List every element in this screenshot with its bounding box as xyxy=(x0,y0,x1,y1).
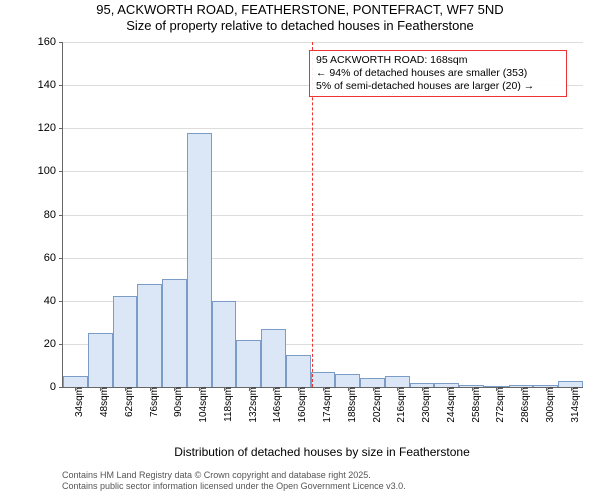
x-tick-label: 272sqm xyxy=(495,387,506,437)
x-tick-label: 202sqm xyxy=(372,387,383,437)
x-axis-title: Distribution of detached houses by size … xyxy=(62,445,582,459)
y-tick-mark xyxy=(59,344,63,345)
x-tick-label: 314sqm xyxy=(570,387,581,437)
x-tick-label: 188sqm xyxy=(347,387,358,437)
x-tick-label: 286sqm xyxy=(520,387,531,437)
histogram-bar xyxy=(286,355,311,387)
annotation-line-1: 95 ACKWORTH ROAD: 168sqm xyxy=(316,54,560,67)
chart-title-block: 95, ACKWORTH ROAD, FEATHERSTONE, PONTEFR… xyxy=(0,2,600,35)
footer-line-2: Contains public sector information licen… xyxy=(62,481,406,492)
y-tick-label: 80 xyxy=(32,209,56,221)
y-tick-mark xyxy=(59,128,63,129)
y-tick-label: 100 xyxy=(32,165,56,177)
gridline-h xyxy=(63,258,583,259)
y-tick-mark xyxy=(59,85,63,86)
gridline-h xyxy=(63,215,583,216)
x-tick-label: 104sqm xyxy=(198,387,209,437)
y-tick-label: 120 xyxy=(32,122,56,134)
x-tick-label: 160sqm xyxy=(297,387,308,437)
histogram-bar xyxy=(335,374,360,387)
x-tick-label: 300sqm xyxy=(545,387,556,437)
y-tick-label: 40 xyxy=(32,295,56,307)
histogram-bar xyxy=(88,333,113,387)
x-tick-label: 90sqm xyxy=(173,387,184,437)
y-tick-mark xyxy=(59,258,63,259)
y-tick-label: 20 xyxy=(32,338,56,350)
x-tick-label: 62sqm xyxy=(124,387,135,437)
x-tick-label: 174sqm xyxy=(322,387,333,437)
y-tick-label: 0 xyxy=(32,381,56,393)
chart-title-line1: 95, ACKWORTH ROAD, FEATHERSTONE, PONTEFR… xyxy=(0,2,600,18)
y-tick-label: 160 xyxy=(32,36,56,48)
histogram-bar xyxy=(385,376,410,387)
histogram-bar xyxy=(63,376,88,387)
x-tick-label: 146sqm xyxy=(272,387,283,437)
x-tick-label: 76sqm xyxy=(149,387,160,437)
histogram-bar xyxy=(137,284,162,388)
histogram-bar xyxy=(236,340,261,387)
x-tick-label: 132sqm xyxy=(248,387,259,437)
footer-line-1: Contains HM Land Registry data © Crown c… xyxy=(62,470,406,481)
histogram-bar xyxy=(212,301,237,387)
y-tick-label: 60 xyxy=(32,252,56,264)
histogram-bar xyxy=(162,279,187,387)
gridline-h xyxy=(63,42,583,43)
size-distribution-chart: 95, ACKWORTH ROAD, FEATHERSTONE, PONTEFR… xyxy=(0,0,600,500)
y-tick-mark xyxy=(59,301,63,302)
x-tick-label: 244sqm xyxy=(446,387,457,437)
x-tick-label: 258sqm xyxy=(471,387,482,437)
annotation-line-3: 5% of semi-detached houses are larger (2… xyxy=(316,80,560,93)
reference-annotation-box: 95 ACKWORTH ROAD: 168sqm ← 94% of detach… xyxy=(309,50,567,97)
x-tick-label: 118sqm xyxy=(223,387,234,437)
chart-title-line2: Size of property relative to detached ho… xyxy=(0,18,600,34)
y-tick-mark xyxy=(59,387,63,388)
histogram-bar xyxy=(360,378,385,387)
histogram-bar xyxy=(261,329,286,387)
gridline-h xyxy=(63,171,583,172)
histogram-bar xyxy=(113,296,138,387)
x-tick-label: 34sqm xyxy=(74,387,85,437)
y-tick-label: 140 xyxy=(32,79,56,91)
chart-footer-note: Contains HM Land Registry data © Crown c… xyxy=(62,470,406,493)
x-tick-label: 216sqm xyxy=(396,387,407,437)
x-tick-label: 230sqm xyxy=(421,387,432,437)
y-tick-mark xyxy=(59,42,63,43)
histogram-bar xyxy=(311,372,336,387)
x-tick-label: 48sqm xyxy=(99,387,110,437)
y-tick-mark xyxy=(59,171,63,172)
histogram-bar xyxy=(187,133,212,387)
gridline-h xyxy=(63,128,583,129)
y-tick-mark xyxy=(59,215,63,216)
annotation-line-2: ← 94% of detached houses are smaller (35… xyxy=(316,67,560,80)
